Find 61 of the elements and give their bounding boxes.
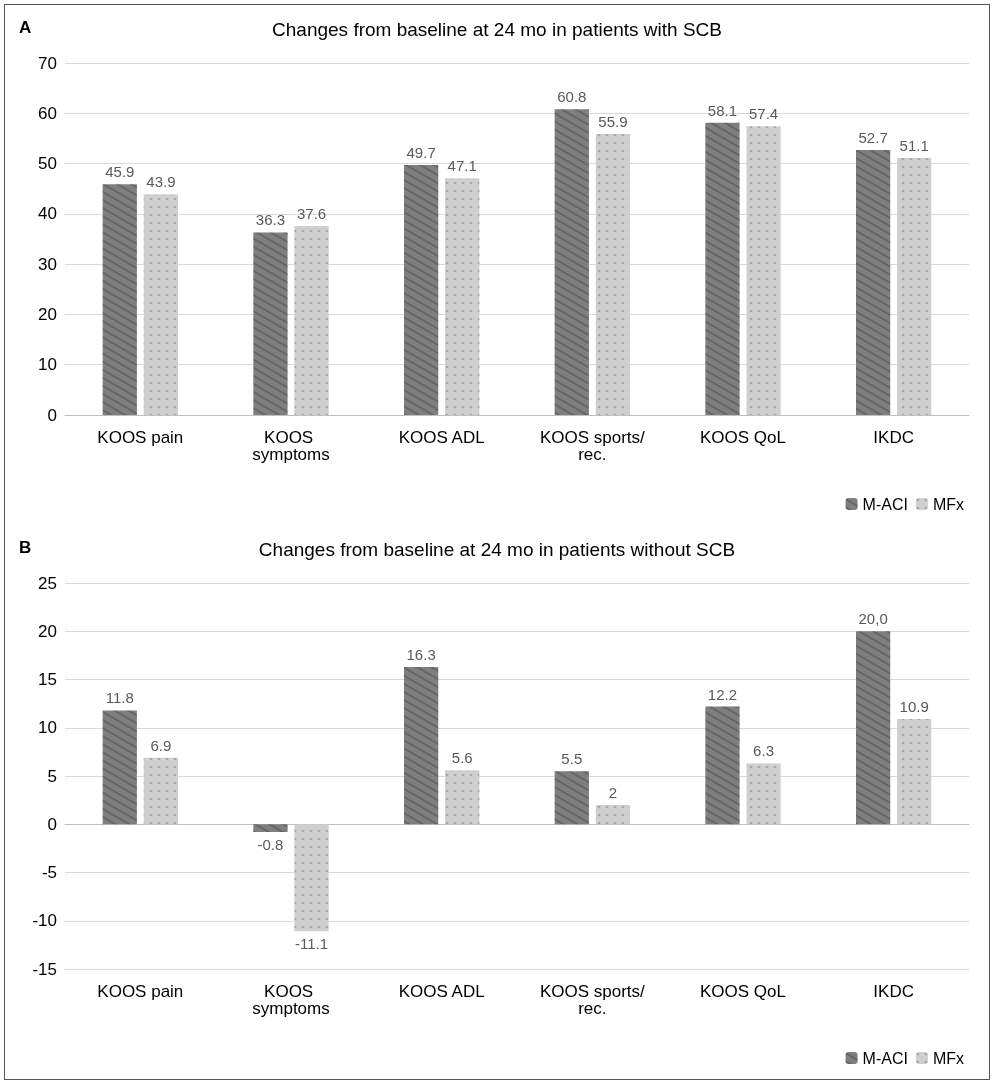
data-label: -11.1: [295, 935, 329, 953]
x-tick-label: IKDC: [873, 428, 914, 447]
x-tick-label: KOOS QoL: [700, 428, 786, 447]
y-tick-label: -10: [32, 911, 57, 931]
legend-label: M-ACI: [862, 1049, 908, 1067]
y-tick-label: 25: [38, 573, 57, 593]
data-label: 6.9: [150, 736, 172, 754]
data-label: 52.7: [858, 128, 888, 146]
x-tick-label: KOOS pain: [97, 428, 184, 447]
y-tick-label: 40: [38, 204, 57, 224]
data-label: 5.5: [561, 750, 583, 768]
data-label: 37.6: [296, 204, 327, 222]
y-tick-label: 10: [38, 355, 57, 375]
chart-title: Changes from baseline at 24 mo in patients without SCB: [258, 539, 736, 560]
x-tick-label: KOOS sports/rec.: [539, 428, 646, 464]
y-tick-label: 0: [47, 405, 57, 425]
x-tick-label: KOOS ADL: [398, 982, 485, 1001]
data-label: 10.9: [899, 698, 929, 716]
data-label: 5.6: [451, 749, 473, 767]
data-label: 20,0: [858, 610, 888, 628]
data-label: 11.8: [105, 689, 134, 707]
data-label: 12.2: [707, 685, 738, 703]
data-label: 36.3: [255, 211, 286, 229]
x-tick-label: KOOS ADL: [398, 428, 485, 447]
data-label: 60.8: [557, 88, 587, 106]
legend-label: MFx: [932, 1049, 965, 1067]
text: A: [19, 18, 32, 37]
x-tick-label: KOOS symptoms: [252, 982, 330, 1018]
data-label: 55.9: [598, 112, 628, 130]
data-label: 16.3: [406, 645, 436, 663]
data-label: 57.4: [748, 105, 779, 123]
y-tick-label: 50: [38, 154, 57, 174]
y-tick-label: 20: [38, 621, 57, 641]
x-tick-label: KOOS sports/rec.: [539, 982, 646, 1018]
legend-label: M-ACI: [862, 495, 908, 513]
data-label: 6.3: [753, 742, 774, 760]
x-tick-label: KOOS symptoms: [252, 428, 330, 464]
data-label: 43.9: [146, 173, 176, 191]
x-tick-label: KOOS pain: [97, 982, 184, 1001]
y-tick-label: 15: [38, 670, 57, 689]
chart-title: Changes from baseline at 24 mo in patients with SCB: [272, 19, 722, 40]
y-tick-label: 20: [38, 304, 57, 324]
y-tick-label: 10: [38, 718, 57, 738]
data-label: 47.1: [447, 157, 477, 175]
data-label: 51.1: [899, 137, 929, 155]
data-label: 45.9: [105, 163, 135, 181]
legend-label: MFx: [932, 495, 965, 513]
y-tick-label: 30: [38, 254, 57, 274]
y-tick-label: 0: [47, 814, 57, 834]
text: B: [19, 538, 32, 557]
data-label: 58.1: [707, 101, 738, 119]
y-tick-label: -15: [32, 959, 57, 979]
y-tick-label: 5: [47, 766, 57, 786]
y-tick-label: 70: [38, 53, 57, 73]
data-label: -0.8: [257, 835, 284, 853]
data-label: 49.7: [406, 144, 436, 162]
y-tick-label: 60: [38, 103, 57, 123]
x-tick-label: IKDC: [873, 982, 914, 1001]
data-label: 2: [608, 783, 618, 801]
y-tick-label: -5: [41, 863, 57, 882]
x-tick-label: KOOS QoL: [700, 982, 786, 1001]
